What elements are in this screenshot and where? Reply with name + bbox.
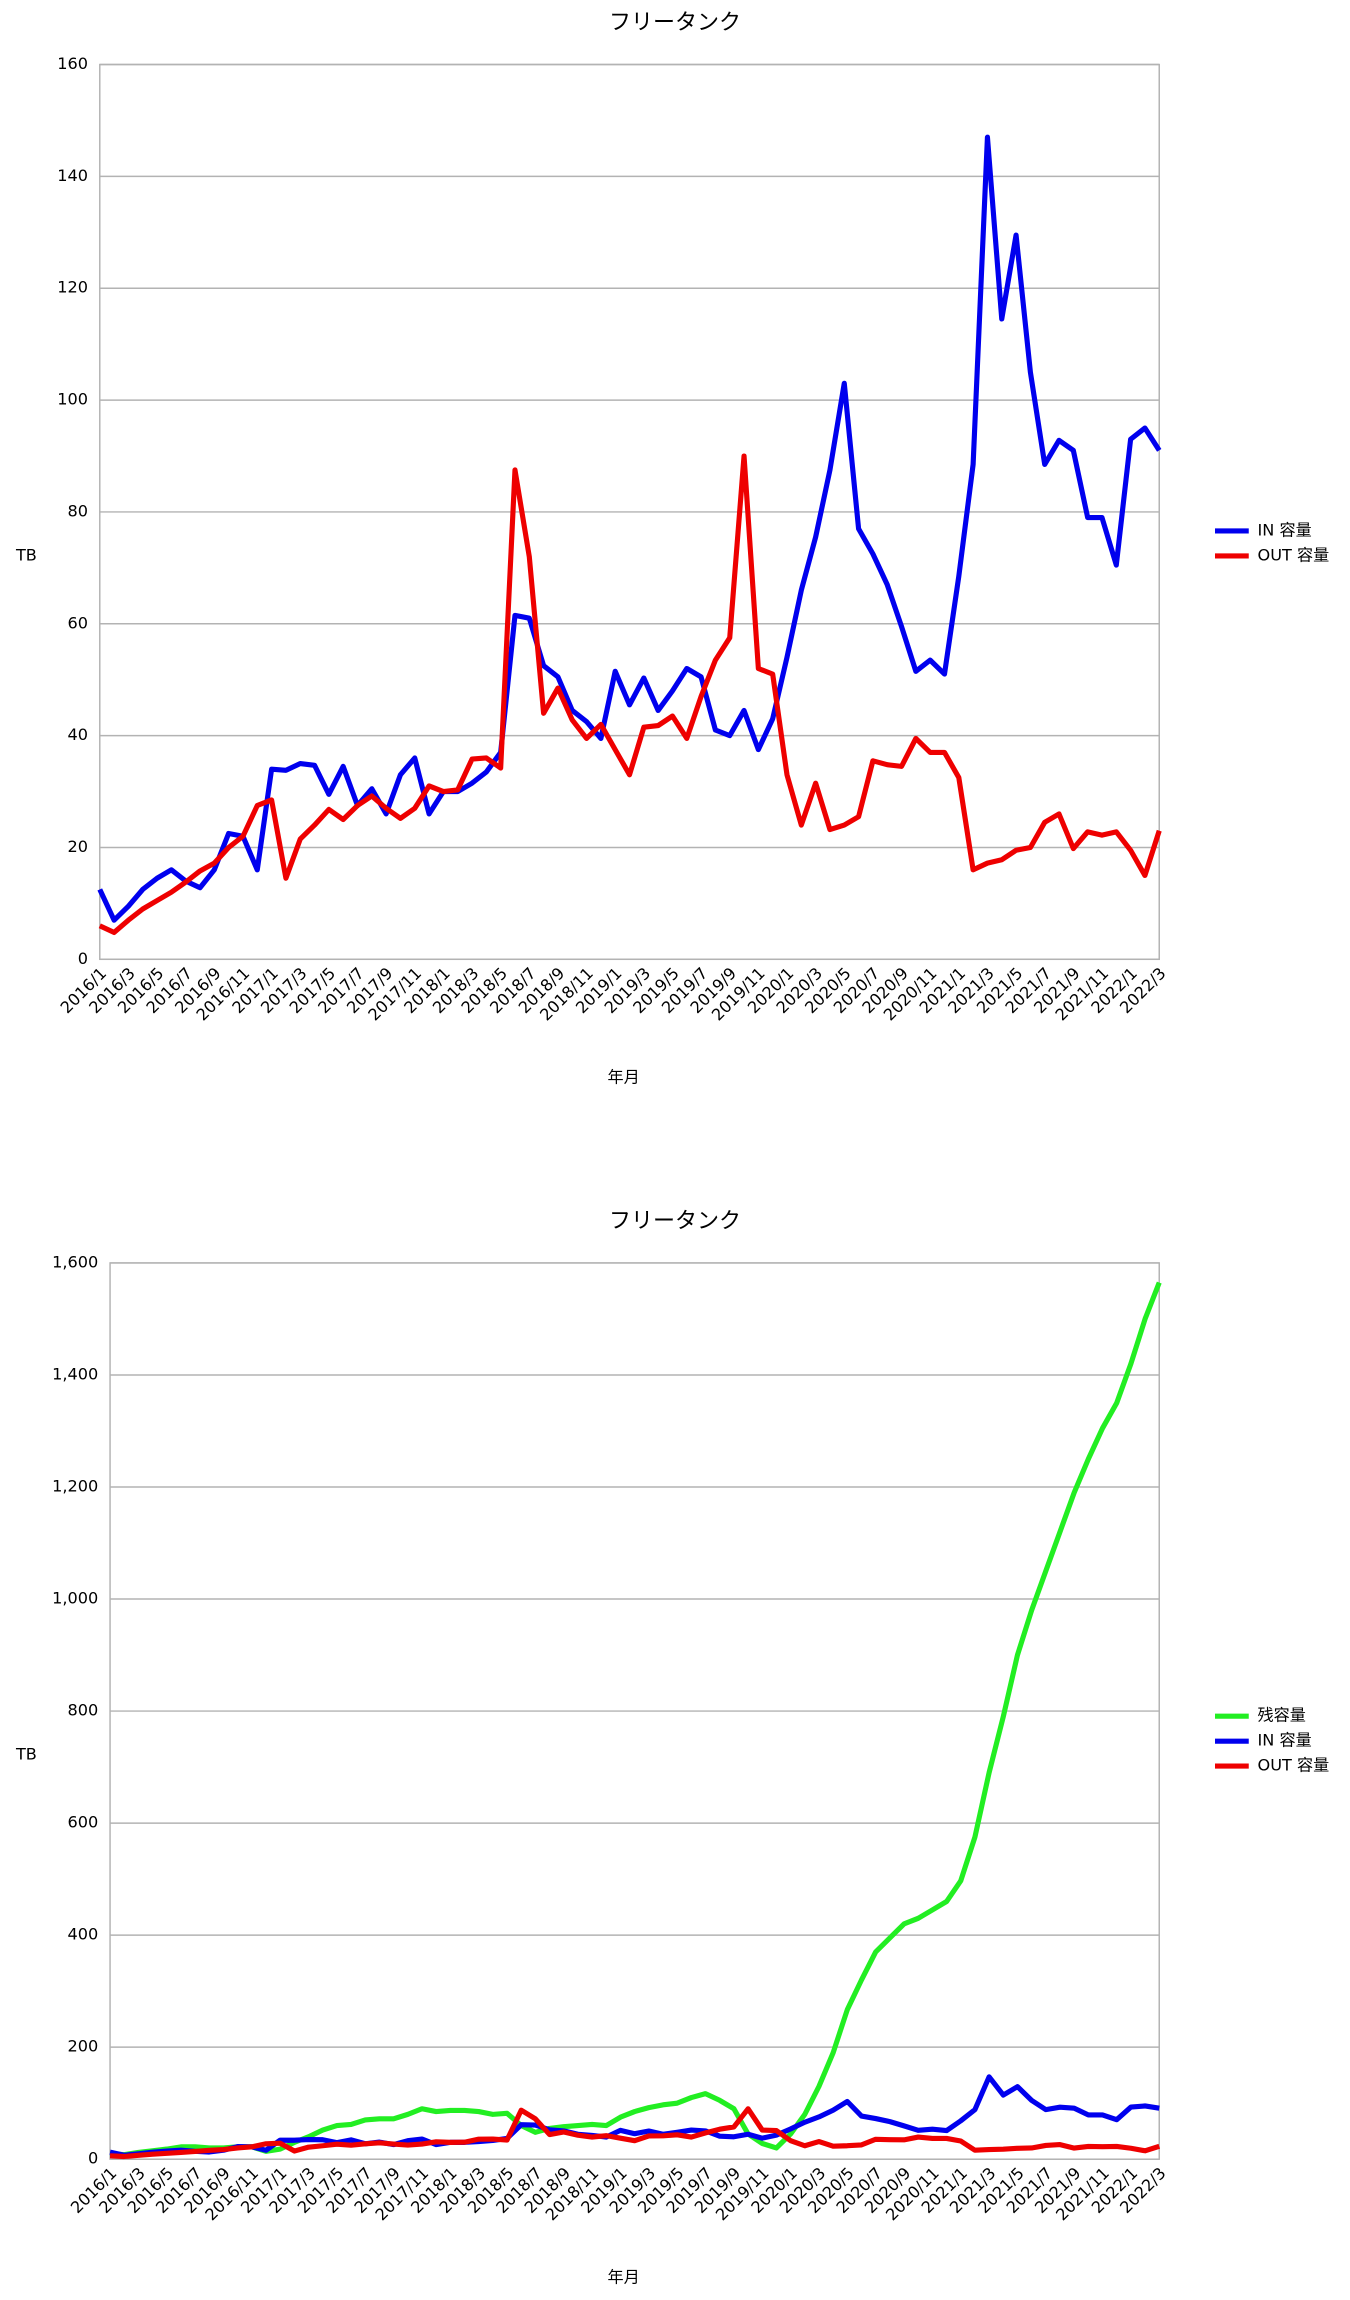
y-tick-label: 80 bbox=[68, 501, 89, 520]
series-line bbox=[98, 453, 1162, 936]
y-tick-label: 60 bbox=[68, 613, 89, 632]
y-tick-label: 140 bbox=[57, 166, 88, 185]
legend-label: OUT 容量 bbox=[1258, 1756, 1330, 1775]
series-line bbox=[109, 2074, 1160, 2158]
series-line bbox=[109, 2106, 1161, 2160]
chart-title: フリータンク bbox=[609, 1209, 741, 1234]
legend-label: IN 容量 bbox=[1258, 520, 1312, 539]
y-tick-label: 20 bbox=[68, 837, 89, 856]
y-axis-label: TB bbox=[15, 545, 37, 564]
plot-frame bbox=[109, 1262, 1160, 2160]
y-tick-label: 1,000 bbox=[52, 1589, 98, 1608]
chart: フリータンクTB年月0204060801001201401602016/1201… bbox=[15, 10, 1329, 1086]
x-axis-label: 年月 bbox=[608, 2267, 640, 2286]
y-axis-label: TB bbox=[15, 1745, 37, 1764]
y-tick-label: 120 bbox=[57, 278, 88, 297]
y-tick-label: 100 bbox=[57, 390, 88, 409]
series-line bbox=[97, 134, 1162, 923]
y-tick-label: 200 bbox=[68, 2037, 99, 2056]
y-tick-label: 1,600 bbox=[52, 1252, 98, 1271]
legend-label: IN 容量 bbox=[1258, 1731, 1312, 1750]
y-tick-label: 40 bbox=[68, 725, 89, 744]
y-tick-label: 600 bbox=[68, 1813, 99, 1832]
y-tick-label: 1,200 bbox=[52, 1477, 98, 1496]
y-tick-label: 800 bbox=[68, 1701, 99, 1720]
chart: フリータンク TB 年月 0 200 400 600 800 1,000 1,200 1,400 1,… bbox=[15, 1209, 1329, 2287]
y-tick-label: 160 bbox=[57, 54, 88, 73]
chart-title: フリータンク bbox=[609, 10, 741, 35]
y-tick-label: 400 bbox=[68, 1925, 99, 1944]
plot-frame bbox=[99, 63, 1160, 961]
legend-label: OUT 容量 bbox=[1258, 545, 1330, 564]
y-tick-label: 0 bbox=[78, 949, 88, 968]
y-tick-label: 1,400 bbox=[52, 1364, 98, 1383]
legend-label: 残容量 bbox=[1258, 1706, 1306, 1725]
y-tick-label: 0 bbox=[88, 2149, 98, 2168]
series-line bbox=[109, 1281, 1162, 2158]
x-axis-label: 年月 bbox=[608, 1068, 640, 1087]
